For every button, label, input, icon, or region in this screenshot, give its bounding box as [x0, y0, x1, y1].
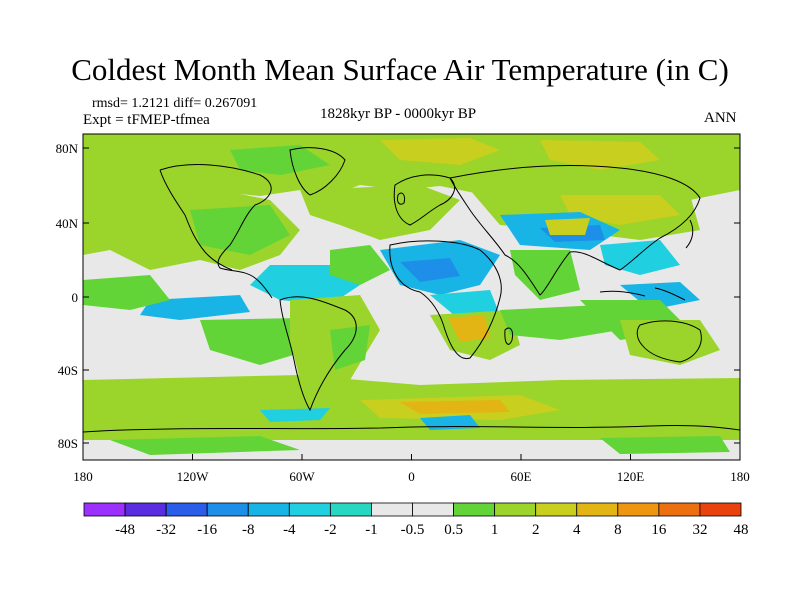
- colorbar-swatch: [329, 502, 372, 517]
- colorbar-swatch: [494, 502, 537, 517]
- period-label: 1828kyr BP - 0000kyr BP: [320, 106, 477, 122]
- colorbar-label: 1: [491, 522, 499, 538]
- colorbar-swatch: [247, 502, 290, 517]
- field-patch: [448, 315, 490, 342]
- colorbar-label: 4: [573, 522, 581, 538]
- coastline-africa: [389, 240, 502, 360]
- lon-tick-label: 120E: [617, 469, 645, 484]
- field-patch: [540, 140, 660, 170]
- lon-tick-label: 60W: [289, 469, 315, 484]
- lat-tick-label: 80S: [58, 436, 78, 451]
- colorbar-label: -4: [283, 522, 296, 538]
- latitude-axis: 80N 40N 0 40S 80S: [56, 141, 740, 451]
- coastline-madagascar: [504, 327, 513, 345]
- lon-tick-label: 120W: [177, 469, 210, 484]
- colorbar-swatch: [412, 502, 454, 517]
- colorbar-label: -0.5: [401, 522, 425, 538]
- lat-tick-label: 40S: [58, 363, 78, 378]
- lon-tick-label: 0: [408, 469, 415, 484]
- coastline-antarctica: [83, 424, 740, 433]
- colorbar-label: -8: [242, 522, 255, 538]
- field-patch: [83, 275, 170, 310]
- colorbar-label: 0.5: [444, 522, 463, 538]
- field-patch: [260, 408, 330, 422]
- field-patch: [500, 305, 620, 340]
- field-patch: [330, 325, 370, 370]
- field-patch: [380, 138, 500, 165]
- colorbar-label: -2: [324, 522, 337, 538]
- colorbar-label: 8: [614, 522, 622, 538]
- colorbar-label: -1: [365, 522, 378, 538]
- longitude-axis: 180 120W 60W 0 60E 120E 180: [73, 454, 750, 484]
- field-patch: [400, 258, 460, 282]
- field-patch: [140, 295, 250, 320]
- field-patch: [200, 318, 310, 365]
- colorbar-label: 16: [651, 522, 667, 538]
- coastline-indonesia: [599, 287, 686, 301]
- colorbar-swatch: [576, 502, 619, 517]
- field-patch: [330, 245, 390, 285]
- colorbar-label: -48: [115, 522, 135, 538]
- colorbar-label: 2: [532, 522, 540, 538]
- colorbar-swatch: [658, 502, 701, 517]
- colorbar-swatch: [83, 502, 126, 517]
- coastlines: [83, 147, 740, 433]
- colorbar-label: -16: [197, 522, 217, 538]
- colorbar-swatch: [165, 502, 208, 517]
- coastline-uk: [397, 192, 405, 205]
- coastline-north-america-west: [159, 169, 233, 271]
- colorbar-swatch: [371, 502, 413, 517]
- coastline-south-america: [279, 296, 357, 412]
- coastline-japan: [685, 219, 694, 249]
- colorbar-swatch: [617, 502, 660, 517]
- colorbar-swatch: [699, 502, 742, 517]
- field-patch: [620, 282, 700, 310]
- lat-tick-label: 40N: [56, 216, 79, 231]
- plot-title: Coldest Month Mean Surface Air Temperatu…: [71, 52, 729, 87]
- colorbar-swatch: [288, 502, 331, 517]
- colorbar-label: -32: [156, 522, 176, 538]
- colorbar-label: 48: [734, 522, 749, 538]
- season-label: ANN: [704, 110, 737, 126]
- rmsd-diff-stats: rmsd= 1.2121 diff= 0.267091: [92, 96, 258, 111]
- colorbar-boxes: [83, 502, 742, 517]
- field-patch: [600, 436, 730, 454]
- lat-tick-label: 0: [72, 290, 79, 305]
- field-patch: [400, 400, 510, 414]
- colorbar-label: 32: [692, 522, 707, 538]
- field-patch: [600, 240, 680, 275]
- colorbar-swatch: [124, 502, 167, 517]
- field-patch: [190, 205, 290, 255]
- lat-tick-label: 80N: [56, 141, 79, 156]
- field-patch: [230, 145, 330, 175]
- colorbar-swatch: [206, 502, 249, 517]
- coastline-australia: [636, 320, 702, 363]
- lon-tick-label: 180: [730, 469, 750, 484]
- field-patch: [300, 185, 460, 240]
- experiment-label: Expt = tFMEP-tfmea: [83, 112, 210, 128]
- coastline-north-america: [159, 164, 273, 299]
- colorbar-swatch: [453, 502, 496, 517]
- temperature-field: [83, 134, 740, 460]
- colorbar-swatch: [535, 502, 578, 517]
- coastline-asia: [449, 165, 701, 296]
- field-patch: [545, 218, 590, 235]
- lon-tick-label: 180: [73, 469, 93, 484]
- coastline-europe: [393, 174, 455, 226]
- field-patch: [110, 436, 300, 455]
- lon-tick-label: 60E: [511, 469, 532, 484]
- colorbar-labels: -48 -32 -16 -8 -4 -2 -1 -0.5 0.5 1 2 4 8 16 32 48: [115, 522, 748, 538]
- coastline-greenland: [289, 147, 346, 196]
